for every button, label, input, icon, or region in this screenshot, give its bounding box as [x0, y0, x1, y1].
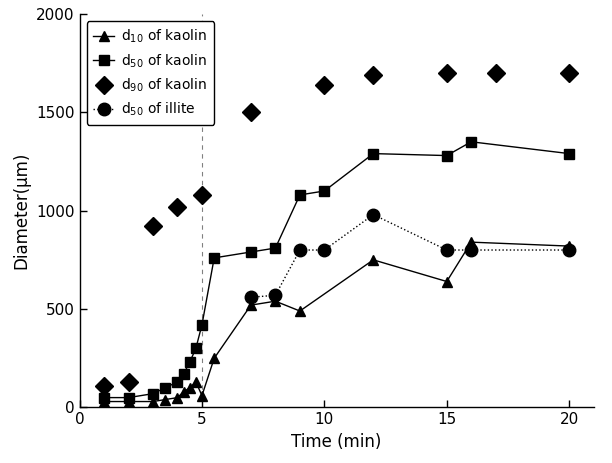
d$_{50}$ of kaolin	[296, 192, 304, 198]
d$_{50}$ of kaolin	[192, 345, 200, 351]
d$_{90}$ of kaolin	[198, 192, 206, 198]
d$_{50}$ of illite	[565, 247, 573, 253]
d$_{10}$ of kaolin	[272, 298, 279, 304]
d$_{50}$ of kaolin	[247, 249, 255, 255]
d$_{50}$ of kaolin	[186, 359, 193, 365]
d$_{50}$ of kaolin	[125, 395, 132, 400]
d$_{10}$ of kaolin	[192, 379, 200, 385]
d$_{50}$ of kaolin	[321, 188, 328, 194]
d$_{90}$ of kaolin	[443, 70, 450, 75]
d$_{10}$ of kaolin	[149, 399, 157, 404]
d$_{90}$ of kaolin	[492, 70, 499, 75]
d$_{50}$ of kaolin	[180, 371, 187, 377]
Line: d$_{50}$ of kaolin: d$_{50}$ of kaolin	[99, 137, 574, 402]
d$_{50}$ of illite	[443, 247, 450, 253]
d$_{50}$ of kaolin	[149, 391, 157, 396]
d$_{90}$ of kaolin	[100, 383, 108, 388]
d$_{10}$ of kaolin	[565, 244, 573, 249]
d$_{50}$ of kaolin	[162, 385, 169, 391]
d$_{50}$ of illite	[468, 247, 475, 253]
d$_{90}$ of kaolin	[565, 70, 573, 75]
d$_{50}$ of illite	[247, 294, 255, 300]
d$_{10}$ of kaolin	[370, 257, 377, 263]
d$_{50}$ of kaolin	[211, 255, 218, 261]
d$_{10}$ of kaolin	[296, 308, 304, 314]
Y-axis label: Diameter(μm): Diameter(μm)	[13, 152, 31, 269]
Line: d$_{50}$ of illite: d$_{50}$ of illite	[245, 208, 575, 303]
d$_{50}$ of illite	[272, 293, 279, 298]
d$_{10}$ of kaolin	[162, 397, 169, 402]
d$_{10}$ of kaolin	[100, 399, 108, 404]
d$_{50}$ of illite	[370, 212, 377, 217]
d$_{50}$ of kaolin	[443, 153, 450, 158]
d$_{50}$ of kaolin	[565, 151, 573, 156]
Line: d$_{10}$ of kaolin: d$_{10}$ of kaolin	[99, 238, 574, 407]
X-axis label: Time (min): Time (min)	[291, 433, 382, 451]
Line: d$_{90}$ of kaolin: d$_{90}$ of kaolin	[98, 67, 575, 392]
Legend: d$_{10}$ of kaolin, d$_{50}$ of kaolin, d$_{90}$ of kaolin, d$_{50}$ of illite: d$_{10}$ of kaolin, d$_{50}$ of kaolin, …	[86, 21, 214, 125]
d$_{50}$ of illite	[296, 247, 304, 253]
d$_{10}$ of kaolin	[174, 395, 181, 400]
d$_{10}$ of kaolin	[186, 385, 193, 391]
d$_{90}$ of kaolin	[125, 379, 132, 385]
d$_{50}$ of illite	[321, 247, 328, 253]
d$_{90}$ of kaolin	[174, 204, 181, 209]
d$_{50}$ of kaolin	[272, 245, 279, 251]
d$_{50}$ of kaolin	[468, 139, 475, 144]
d$_{10}$ of kaolin	[247, 302, 255, 308]
d$_{10}$ of kaolin	[180, 389, 187, 394]
d$_{50}$ of kaolin	[174, 379, 181, 385]
d$_{50}$ of kaolin	[100, 395, 108, 400]
d$_{90}$ of kaolin	[149, 224, 157, 229]
d$_{10}$ of kaolin	[443, 279, 450, 284]
d$_{90}$ of kaolin	[321, 82, 328, 88]
d$_{50}$ of kaolin	[370, 151, 377, 156]
d$_{10}$ of kaolin	[125, 399, 132, 404]
d$_{10}$ of kaolin	[211, 356, 218, 361]
d$_{10}$ of kaolin	[468, 239, 475, 245]
d$_{90}$ of kaolin	[370, 72, 377, 78]
d$_{50}$ of kaolin	[198, 322, 206, 328]
d$_{90}$ of kaolin	[247, 109, 255, 115]
d$_{10}$ of kaolin	[198, 393, 206, 398]
